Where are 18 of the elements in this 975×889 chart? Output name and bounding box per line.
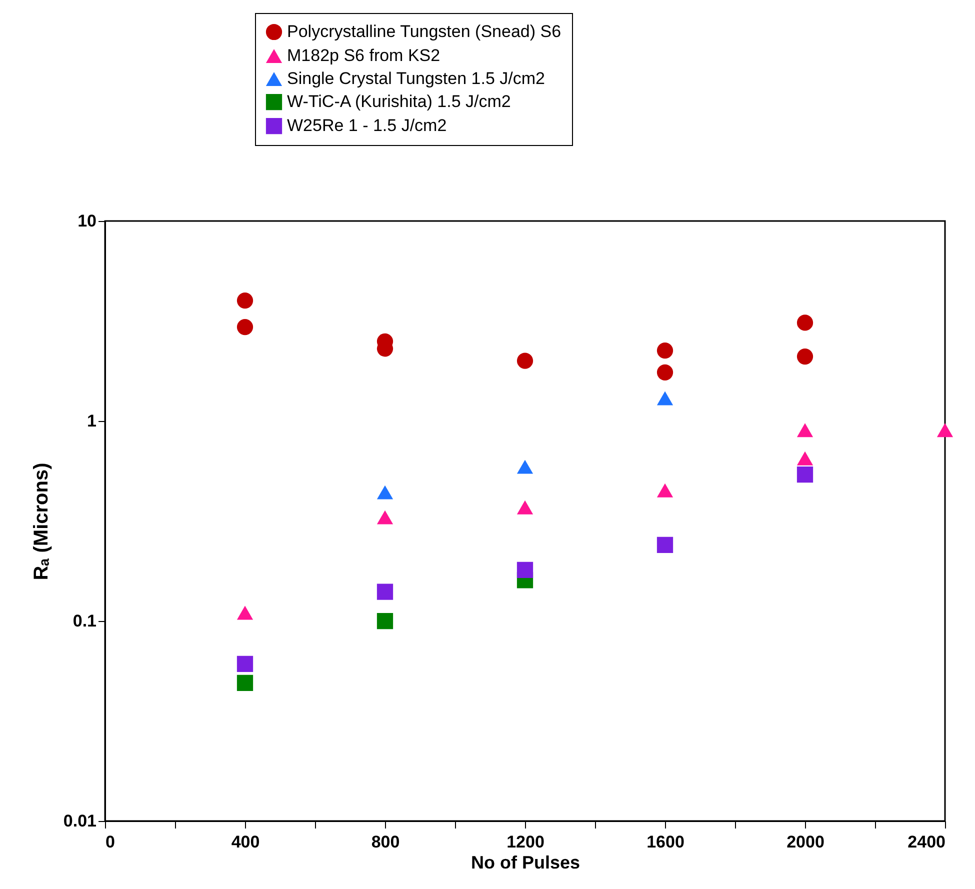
x-tick-label: 1600 [646,832,684,852]
y-tick-label: 0.01 [63,812,96,830]
x-tick-label: 400 [231,832,260,852]
x-tick-label: 1200 [506,832,544,852]
x-tick-label: 800 [371,832,400,852]
x-tick-label: 2400 [908,832,946,852]
legend-label: W-TiC-A (Kurishita) 1.5 J/cm2 [287,92,511,111]
x-tick-label: 0 [106,832,115,852]
y-tick-label: 1 [87,412,96,430]
x-axis-title: No of Pulses [470,852,580,872]
legend-label: Single Crystal Tungsten 1.5 J/cm2 [287,69,545,88]
legend-label: W25Re 1 - 1.5 J/cm2 [287,116,447,135]
x-tick-label: 2000 [786,832,824,852]
y-tick-label: 0.1 [72,612,96,630]
y-tick-label: 10 [78,212,96,230]
legend-label: M182p S6 from KS2 [287,46,440,65]
y-axis-title: Rₐ (Microns) [30,462,52,580]
legend-label: Polycrystalline Tungsten (Snead) S6 [287,22,562,41]
